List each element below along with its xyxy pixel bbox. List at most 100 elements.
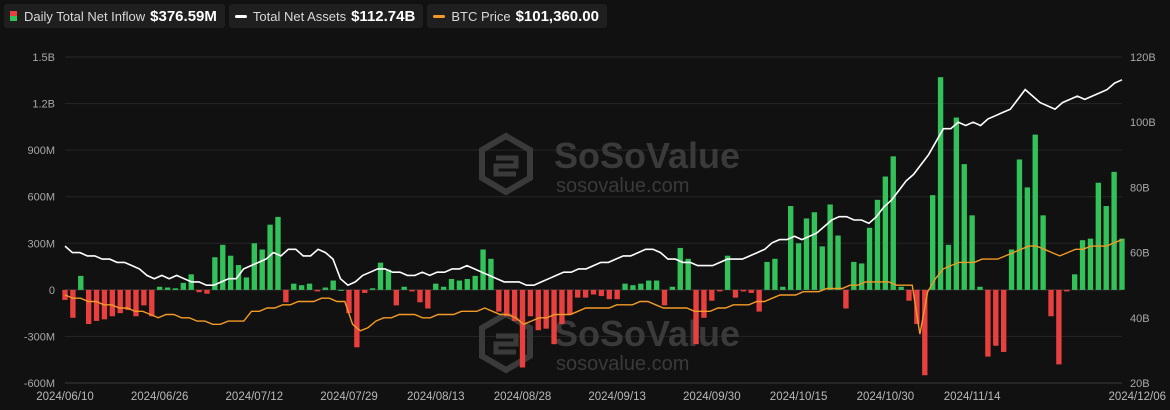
inflow-bar[interactable]	[496, 289, 502, 312]
inflow-bar[interactable]	[527, 289, 534, 317]
inflow-bar[interactable]	[630, 285, 636, 290]
series-lines[interactable]	[64, 79, 1123, 335]
inflow-bar[interactable]	[827, 204, 833, 290]
inflow-bar[interactable]	[1032, 134, 1038, 290]
inflow-bar[interactable]	[882, 176, 889, 290]
inflow-bar[interactable]	[582, 289, 589, 298]
inflow-bar[interactable]	[1119, 238, 1125, 290]
inflow-bar[interactable]	[732, 289, 739, 298]
inflow-bar[interactable]	[914, 289, 920, 325]
inflow-bar[interactable]	[385, 269, 392, 290]
inflow-bar[interactable]	[401, 286, 407, 290]
inflow-bar[interactable]	[62, 289, 68, 300]
inflow-bar[interactable]	[1008, 249, 1015, 290]
inflow-bar[interactable]	[480, 249, 486, 290]
inflow-bar[interactable]	[567, 289, 573, 315]
inflow-bar[interactable]	[85, 289, 92, 325]
inflow-bar[interactable]	[1000, 289, 1007, 352]
inflow-bars[interactable]	[62, 77, 1125, 376]
inflow-bar[interactable]	[1095, 182, 1102, 290]
inflow-bar[interactable]	[180, 282, 187, 290]
inflow-bar[interactable]	[1040, 215, 1046, 290]
inflow-bar[interactable]	[346, 289, 352, 314]
inflow-bar[interactable]	[614, 289, 620, 300]
inflow-bar[interactable]	[504, 289, 510, 317]
inflow-bar[interactable]	[235, 265, 242, 290]
inflow-bar[interactable]	[93, 289, 100, 321]
inflow-bar[interactable]	[314, 289, 321, 292]
inflow-bar[interactable]	[511, 289, 518, 321]
inflow-bar[interactable]	[488, 258, 494, 290]
inflow-bar[interactable]	[661, 289, 668, 306]
inflow-bar[interactable]	[306, 283, 313, 290]
inflow-bar[interactable]	[267, 224, 273, 290]
inflow-bar[interactable]	[740, 289, 747, 292]
inflow-bar[interactable]	[275, 216, 281, 290]
inflow-bar[interactable]	[535, 289, 541, 331]
inflow-bar[interactable]	[259, 249, 265, 290]
inflow-bar[interactable]	[440, 286, 447, 290]
inflow-bar[interactable]	[701, 289, 707, 318]
inflow-bar[interactable]	[338, 289, 344, 291]
legend-item-inflow[interactable]: Daily Total Net Inflow $376.59M	[4, 4, 225, 28]
inflow-bar[interactable]	[772, 258, 778, 290]
inflow-bar[interactable]	[906, 289, 912, 301]
inflow-bar[interactable]	[298, 285, 305, 290]
inflow-bar[interactable]	[156, 286, 163, 290]
inflow-bar[interactable]	[756, 289, 762, 312]
inflow-bar[interactable]	[961, 164, 967, 290]
inflow-bar[interactable]	[251, 243, 257, 290]
inflow-bar[interactable]	[575, 289, 581, 298]
inflow-bar[interactable]	[669, 286, 676, 290]
inflow-bar[interactable]	[117, 289, 123, 314]
inflow-bar[interactable]	[283, 289, 289, 303]
inflow-bar[interactable]	[764, 261, 770, 290]
inflow-bar[interactable]	[1024, 187, 1031, 290]
inflow-bar[interactable]	[653, 280, 660, 290]
inflow-bar[interactable]	[795, 243, 802, 290]
inflow-bar[interactable]	[78, 275, 84, 290]
inflow-bar[interactable]	[937, 77, 944, 290]
inflow-bar[interactable]	[819, 246, 825, 290]
inflow-bar[interactable]	[1048, 289, 1054, 317]
inflow-bar[interactable]	[172, 288, 179, 290]
inflow-bar[interactable]	[393, 289, 399, 306]
inflow-bar[interactable]	[204, 289, 210, 294]
inflow-bar[interactable]	[859, 263, 865, 290]
inflow-bar[interactable]	[551, 289, 557, 345]
inflow-bar[interactable]	[788, 206, 794, 290]
inflow-bar[interactable]	[993, 289, 999, 346]
inflow-bar[interactable]	[133, 289, 139, 317]
inflow-bar[interactable]	[930, 195, 936, 290]
inflow-bar[interactable]	[874, 199, 881, 290]
inflow-bar[interactable]	[448, 278, 455, 290]
inflow-bar[interactable]	[646, 280, 652, 290]
inflow-bar[interactable]	[425, 289, 431, 309]
net-assets-line[interactable]	[64, 79, 1123, 287]
inflow-bar[interactable]	[291, 283, 297, 290]
inflow-bar[interactable]	[1016, 159, 1023, 290]
inflow-bar[interactable]	[543, 289, 549, 329]
inflow-bar[interactable]	[811, 212, 818, 290]
inflow-bar[interactable]	[851, 261, 857, 290]
inflow-bar[interactable]	[1064, 289, 1070, 292]
inflow-bar[interactable]	[843, 289, 849, 309]
inflow-bar[interactable]	[1111, 171, 1117, 290]
inflow-bar[interactable]	[1071, 274, 1078, 290]
inflow-bar[interactable]	[1079, 240, 1086, 290]
inflow-bar[interactable]	[377, 262, 384, 290]
inflow-bar[interactable]	[362, 289, 368, 293]
inflow-bar[interactable]	[985, 289, 991, 357]
inflow-bar[interactable]	[866, 227, 873, 290]
inflow-bar[interactable]	[590, 289, 597, 295]
inflow-bar[interactable]	[227, 255, 234, 290]
inflow-bar[interactable]	[330, 280, 336, 290]
inflow-bar[interactable]	[748, 289, 754, 293]
inflow-bar[interactable]	[149, 289, 155, 317]
inflow-bar[interactable]	[456, 280, 463, 290]
inflow-bar[interactable]	[417, 289, 423, 303]
inflow-bar[interactable]	[977, 286, 983, 290]
inflow-bar[interactable]	[890, 156, 896, 290]
legend-item-btc-price[interactable]: BTC Price $101,360.00	[427, 4, 607, 28]
